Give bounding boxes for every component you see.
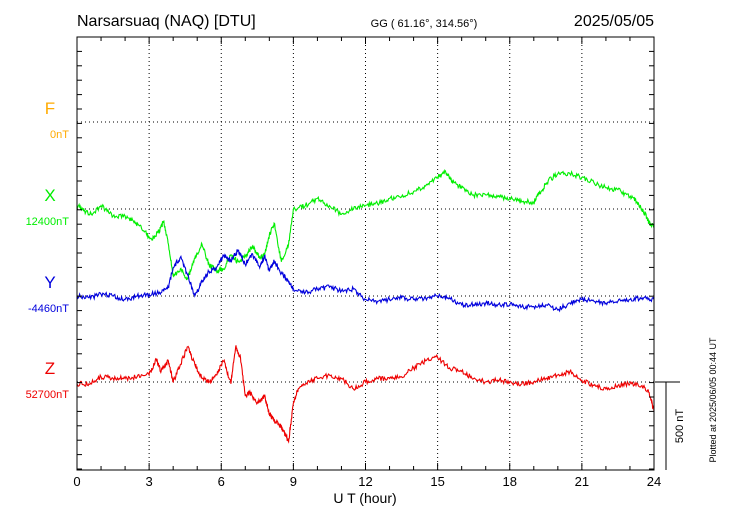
baseline-label-F: 0nT — [50, 129, 69, 141]
coords-label: GG ( 61.16°, 314.56°) — [371, 18, 478, 30]
scale-bar: 500 nT — [655, 381, 686, 470]
trace-Y — [76, 249, 655, 313]
baseline-label-X: 12400nT — [26, 216, 70, 228]
channel-label-Z: Z — [45, 359, 55, 378]
scale-bar-label: 500 nT — [674, 409, 686, 444]
baseline-label-Z: 52700nT — [26, 389, 70, 401]
date-label: 2025/05/05 — [574, 13, 654, 30]
x-tick-label: 15 — [430, 474, 444, 489]
x-axis-label: U T (hour) — [333, 490, 396, 506]
x-tick-label: 6 — [218, 474, 225, 489]
x-tick-label: 12 — [358, 474, 372, 489]
x-tick-label: 18 — [503, 474, 517, 489]
x-tick-label: 21 — [575, 474, 589, 489]
trace-X — [76, 169, 655, 281]
x-tick-label: 0 — [73, 474, 80, 489]
x-tick-label: 9 — [290, 474, 297, 489]
baseline-label-Y: -4460nT — [28, 303, 69, 315]
station-title: Narsarsuaq (NAQ) [DTU] — [77, 13, 256, 30]
trace-Z — [76, 345, 655, 444]
x-tick-label: 3 — [146, 474, 153, 489]
channel-label-X: X — [44, 186, 55, 205]
plotted-timestamp: Plotted at 2025/06/05 00:44 UT — [708, 337, 718, 463]
channel-labels: F 0nT X 12400nT Y -4460nT Z 52700nT — [26, 99, 70, 401]
traces — [76, 169, 655, 444]
x-tick-label: 24 — [647, 474, 661, 489]
grid — [77, 37, 654, 470]
x-axis-ticks: 0 3 6 9 12 15 18 21 24 — [73, 37, 661, 489]
channel-label-F: F — [45, 99, 55, 118]
channel-label-Y: Y — [44, 273, 55, 292]
